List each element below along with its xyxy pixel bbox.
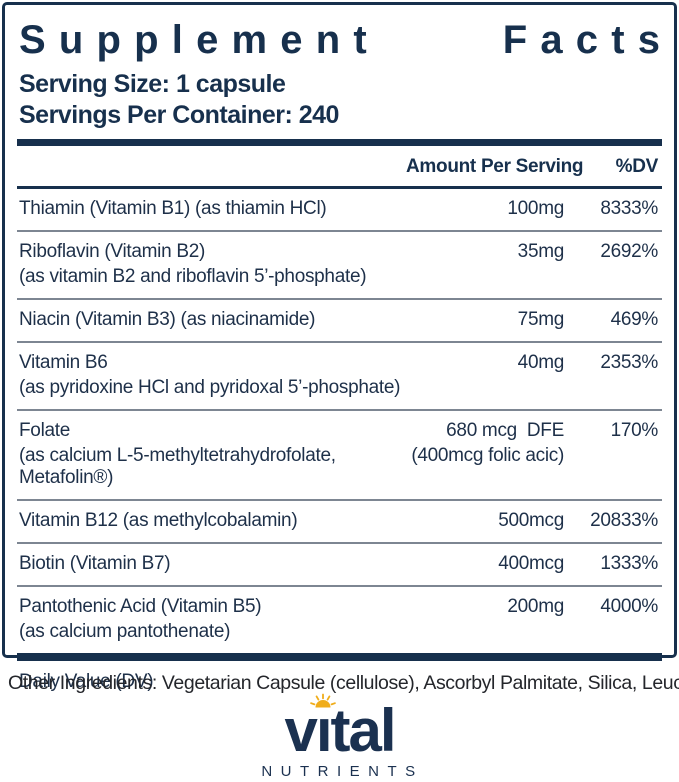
amount-cell: 75mg (517, 309, 565, 330)
header-amount-per-serving: Amount Per Serving (406, 156, 584, 177)
other-ingredients: Other Ingredients: Vegetarian Capsule (c… (8, 672, 679, 694)
servings-per-container: Servings Per Container: 240 (19, 100, 339, 129)
nutrient-row: Pantothenic Acid (Vitamin B5) 200mg 4000… (17, 585, 662, 653)
brand-letters-tal: tal (330, 697, 397, 764)
amount-cell: 100mg (507, 198, 564, 219)
nutrient-rows: Thiamin (Vitamin B1) (as thiamin HCl) 10… (17, 189, 662, 653)
nutrient-name: Folate (19, 420, 71, 441)
nutrient-name: Vitamin B6 (19, 352, 108, 373)
nutrient-row: Riboflavin (Vitamin B2) 35mg 2692% (as v… (17, 230, 662, 298)
dv-cell: 4000% (600, 596, 658, 617)
top-thick-rule (17, 139, 662, 146)
serving-size: Serving Size: 1 capsule (19, 70, 286, 98)
nutrient-name: Thiamin (Vitamin B1) (as thiamin HCl) (19, 198, 327, 219)
title-word-facts: Facts (502, 18, 674, 62)
sunburst-icon (310, 693, 336, 708)
supplement-facts-panel: Supplement Facts Serving Size: 1 capsule… (2, 2, 677, 692)
nutrient-name: Pantothenic Acid (Vitamin B5) (19, 596, 262, 617)
amount-cell: 680 mcg DFE (446, 420, 564, 441)
amount-cell: 40mg (517, 352, 565, 373)
amount-cell: 200mg (507, 596, 564, 617)
nutrient-name: Niacin (Vitamin B3) (as niacinamide) (19, 309, 316, 330)
dv-cell: 170% (610, 420, 659, 441)
table-header-row: Amount Per Serving %DV (17, 146, 662, 186)
brand-letter-i: ı (310, 693, 336, 762)
nutrient-row: Vitamin B12 (as methylcobalamin) 500mcg … (17, 499, 662, 542)
dv-cell: 1333% (600, 553, 658, 574)
dv-cell: 8333% (600, 198, 658, 219)
amount-cell: 500mcg (498, 510, 564, 531)
header-percent-dv: %DV (615, 156, 659, 177)
amount-cell: 35mg (517, 241, 565, 262)
dv-cell: 2353% (600, 352, 658, 373)
nutrient-name: Vitamin B12 (as methylcobalamin) (19, 510, 298, 531)
dv-cell: 469% (610, 309, 659, 330)
nutrient-row: Thiamin (Vitamin B1) (as thiamin HCl) 10… (17, 189, 662, 230)
title-word-supplement: Supplement (19, 18, 380, 62)
brand-name: v ıtal (284, 693, 397, 764)
nutrient-row: Vitamin B6 40mg 2353% (as pyridoxine HCl… (17, 341, 662, 409)
amount-secondary-cell: (400mcg folic acic) (411, 445, 564, 466)
daily-value-note: Daily Value (DV) (19, 671, 154, 692)
brand-letter-v: v (284, 697, 317, 764)
supplement-facts-title: Supplement Facts (19, 19, 660, 61)
header-spacer (19, 156, 406, 178)
nutrient-row: Niacin (Vitamin B3) (as niacinamide) 75m… (17, 298, 662, 341)
nutrient-sub: (as pyridoxine HCl and pyridoxal 5’-phos… (19, 377, 401, 398)
brand-logo: v ıtal NUTRIENTS (0, 693, 679, 780)
dv-cell: 2692% (600, 241, 658, 262)
nutrient-row: Folate 680 mcg DFE 170% (as calcium L-5-… (17, 409, 662, 499)
bottom-thick-rule (17, 653, 662, 661)
dv-cell: 20833% (590, 510, 658, 531)
brand-subtext: NUTRIENTS (261, 763, 424, 780)
header-rule (17, 186, 662, 189)
amount-cell: 400mcg (498, 553, 564, 574)
nutrient-row: Biotin (Vitamin B7) 400mcg 1333% (17, 542, 662, 585)
nutrient-sub: (as calcium pantothenate) (19, 621, 231, 642)
nutrient-name: Riboflavin (Vitamin B2) (19, 241, 205, 262)
nutrient-name: Biotin (Vitamin B7) (19, 553, 171, 574)
nutrient-sub: (as calcium L-5-methyltetrahydrofolate, … (19, 445, 336, 488)
nutrient-sub: (as vitamin B2 and riboflavin 5’-phospha… (19, 266, 367, 287)
